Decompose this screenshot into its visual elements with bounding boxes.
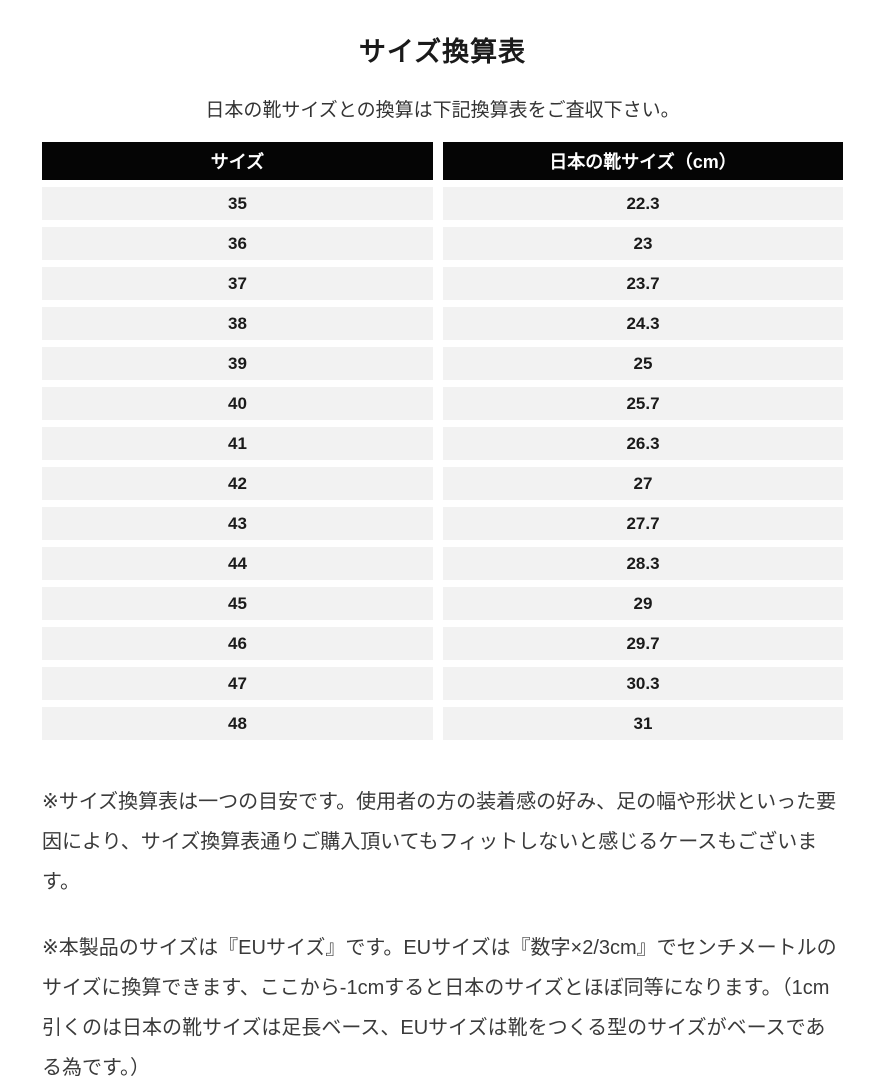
size-cell: 37 xyxy=(42,267,433,300)
table-row: 38 24.3 xyxy=(42,307,843,340)
table-row: 37 23.7 xyxy=(42,267,843,300)
table-row: 44 28.3 xyxy=(42,547,843,580)
size-cell: 38 xyxy=(42,307,433,340)
size-cell: 42 xyxy=(42,467,433,500)
page-subtitle: 日本の靴サイズとの換算は下記換算表をご査収下さい。 xyxy=(205,100,680,121)
japan-size-cell: 25.7 xyxy=(443,387,843,420)
table-row: 39 25 xyxy=(42,347,843,380)
note-paragraph: ※本製品のサイズは『EUサイズ』です。EUサイズは『数字×2/3cm』でセンチメ… xyxy=(42,937,837,1079)
table-row: 35 22.3 xyxy=(42,187,843,220)
table-row: 47 30.3 xyxy=(42,667,843,700)
japan-size-cell: 25 xyxy=(443,347,843,380)
japan-size-cell: 30.3 xyxy=(443,667,843,700)
japan-size-cell: 29 xyxy=(443,587,843,620)
size-cell: 46 xyxy=(42,627,433,660)
size-cell: 44 xyxy=(42,547,433,580)
japan-size-cell: 29.7 xyxy=(443,627,843,660)
size-cell: 39 xyxy=(42,347,433,380)
size-cell: 45 xyxy=(42,587,433,620)
column-header-japan-shoe-size: 日本の靴サイズ（cm） xyxy=(443,142,843,180)
japan-size-cell: 22.3 xyxy=(443,187,843,220)
table-row: 40 25.7 xyxy=(42,387,843,420)
size-cell: 43 xyxy=(42,507,433,540)
japan-size-cell: 24.3 xyxy=(443,307,843,340)
table-row: 43 27.7 xyxy=(42,507,843,540)
table-row: 36 23 xyxy=(42,227,843,260)
notes-section: ※サイズ換算表は一つの目安です。使用者の方の装着感の好み、足の幅や形状といった要… xyxy=(42,782,843,1088)
size-conversion-table: サイズ 日本の靴サイズ（cm） 35 22.3 36 23 37 23.7 38 24.3 39… xyxy=(42,142,843,740)
size-cell: 41 xyxy=(42,427,433,460)
table-row: 41 26.3 xyxy=(42,427,843,460)
japan-size-cell: 27.7 xyxy=(443,507,843,540)
table-row: 45 29 xyxy=(42,587,843,620)
japan-size-cell: 23.7 xyxy=(443,267,843,300)
table-row: 42 27 xyxy=(42,467,843,500)
japan-size-cell: 28.3 xyxy=(443,547,843,580)
japan-size-cell: 31 xyxy=(443,707,843,740)
table-body: 35 22.3 36 23 37 23.7 38 24.3 39 25 40 25.7 41 26.3 42… xyxy=(42,187,843,740)
japan-size-cell: 26.3 xyxy=(443,427,843,460)
size-cell: 35 xyxy=(42,187,433,220)
japan-size-cell: 27 xyxy=(443,467,843,500)
note-paragraph: ※サイズ換算表は一つの目安です。使用者の方の装着感の好み、足の幅や形状といった要… xyxy=(42,791,837,893)
japan-size-cell: 23 xyxy=(443,227,843,260)
size-cell: 48 xyxy=(42,707,433,740)
page-title: サイズ換算表 xyxy=(358,37,527,67)
size-cell: 40 xyxy=(42,387,433,420)
size-cell: 47 xyxy=(42,667,433,700)
size-cell: 36 xyxy=(42,227,433,260)
table-row: 48 31 xyxy=(42,707,843,740)
column-header-size: サイズ xyxy=(42,142,433,180)
table-row: 46 29.7 xyxy=(42,627,843,660)
table-header-row: サイズ 日本の靴サイズ（cm） xyxy=(42,142,843,180)
